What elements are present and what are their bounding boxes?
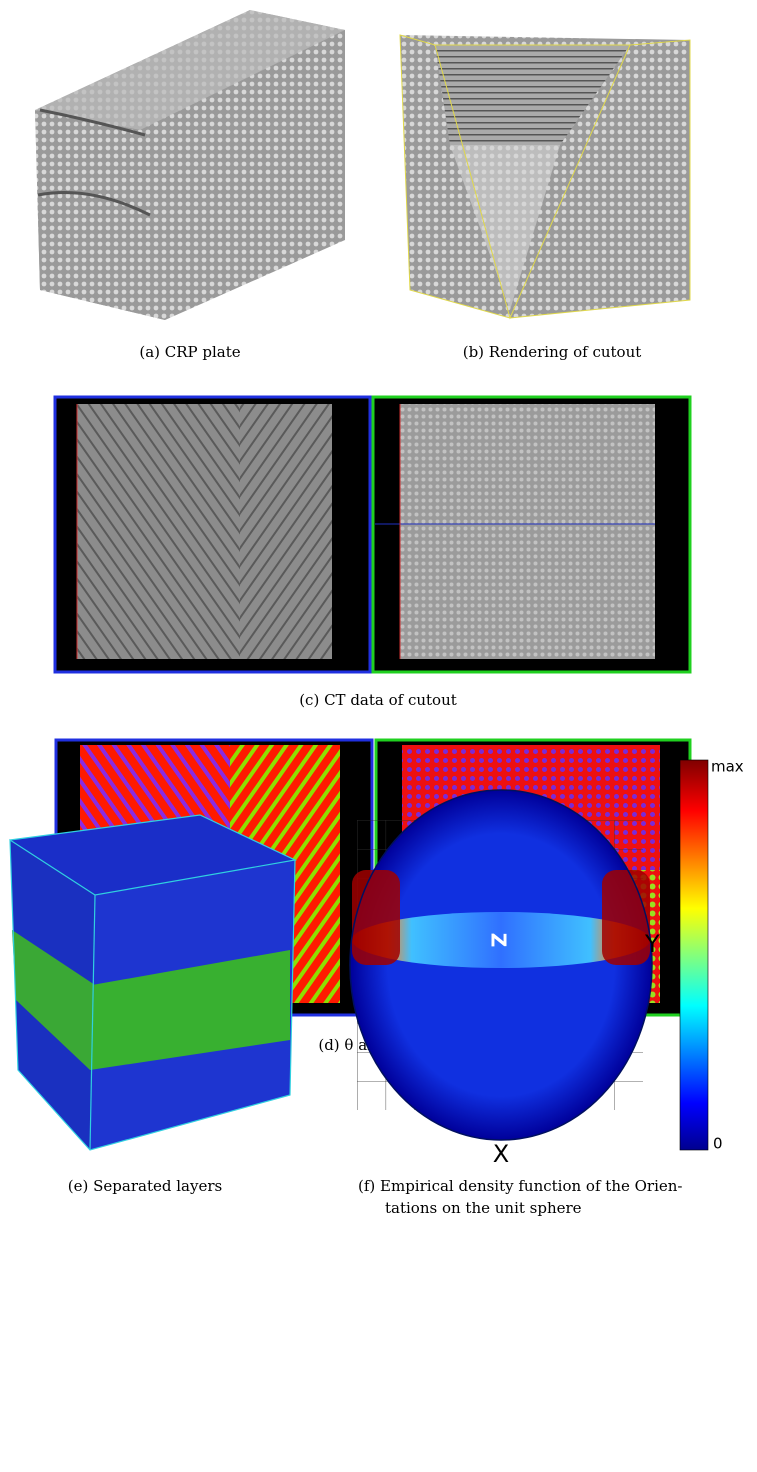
ct-view-right (373, 397, 690, 672)
ct-view-left (55, 397, 370, 672)
caption: (a) CRP plate (139, 343, 240, 361)
figure: (a) CRP plate (b) Rendering of cutout (c… (0, 0, 757, 1472)
axis-label: X (493, 1140, 509, 1168)
colorbar-label: 0 (713, 1135, 723, 1153)
caption: tations on the unit sphere (385, 1199, 582, 1217)
axis-label: Z (487, 933, 511, 948)
caption: (e) Separated layers (68, 1177, 222, 1195)
density-sphere (350, 790, 652, 1140)
axis-label: Y (644, 930, 660, 958)
cutout-rendering (400, 35, 690, 318)
colorbar (680, 760, 708, 1150)
caption: (f) Empirical density function of the Or… (358, 1177, 683, 1195)
caption: (b) Rendering of cutout (463, 343, 642, 361)
caption: (c) CT data of cutout (299, 691, 457, 709)
separated-layers-cube (10, 815, 295, 1150)
colorbar-label: max (711, 758, 744, 776)
crp-plate-image (35, 10, 345, 320)
